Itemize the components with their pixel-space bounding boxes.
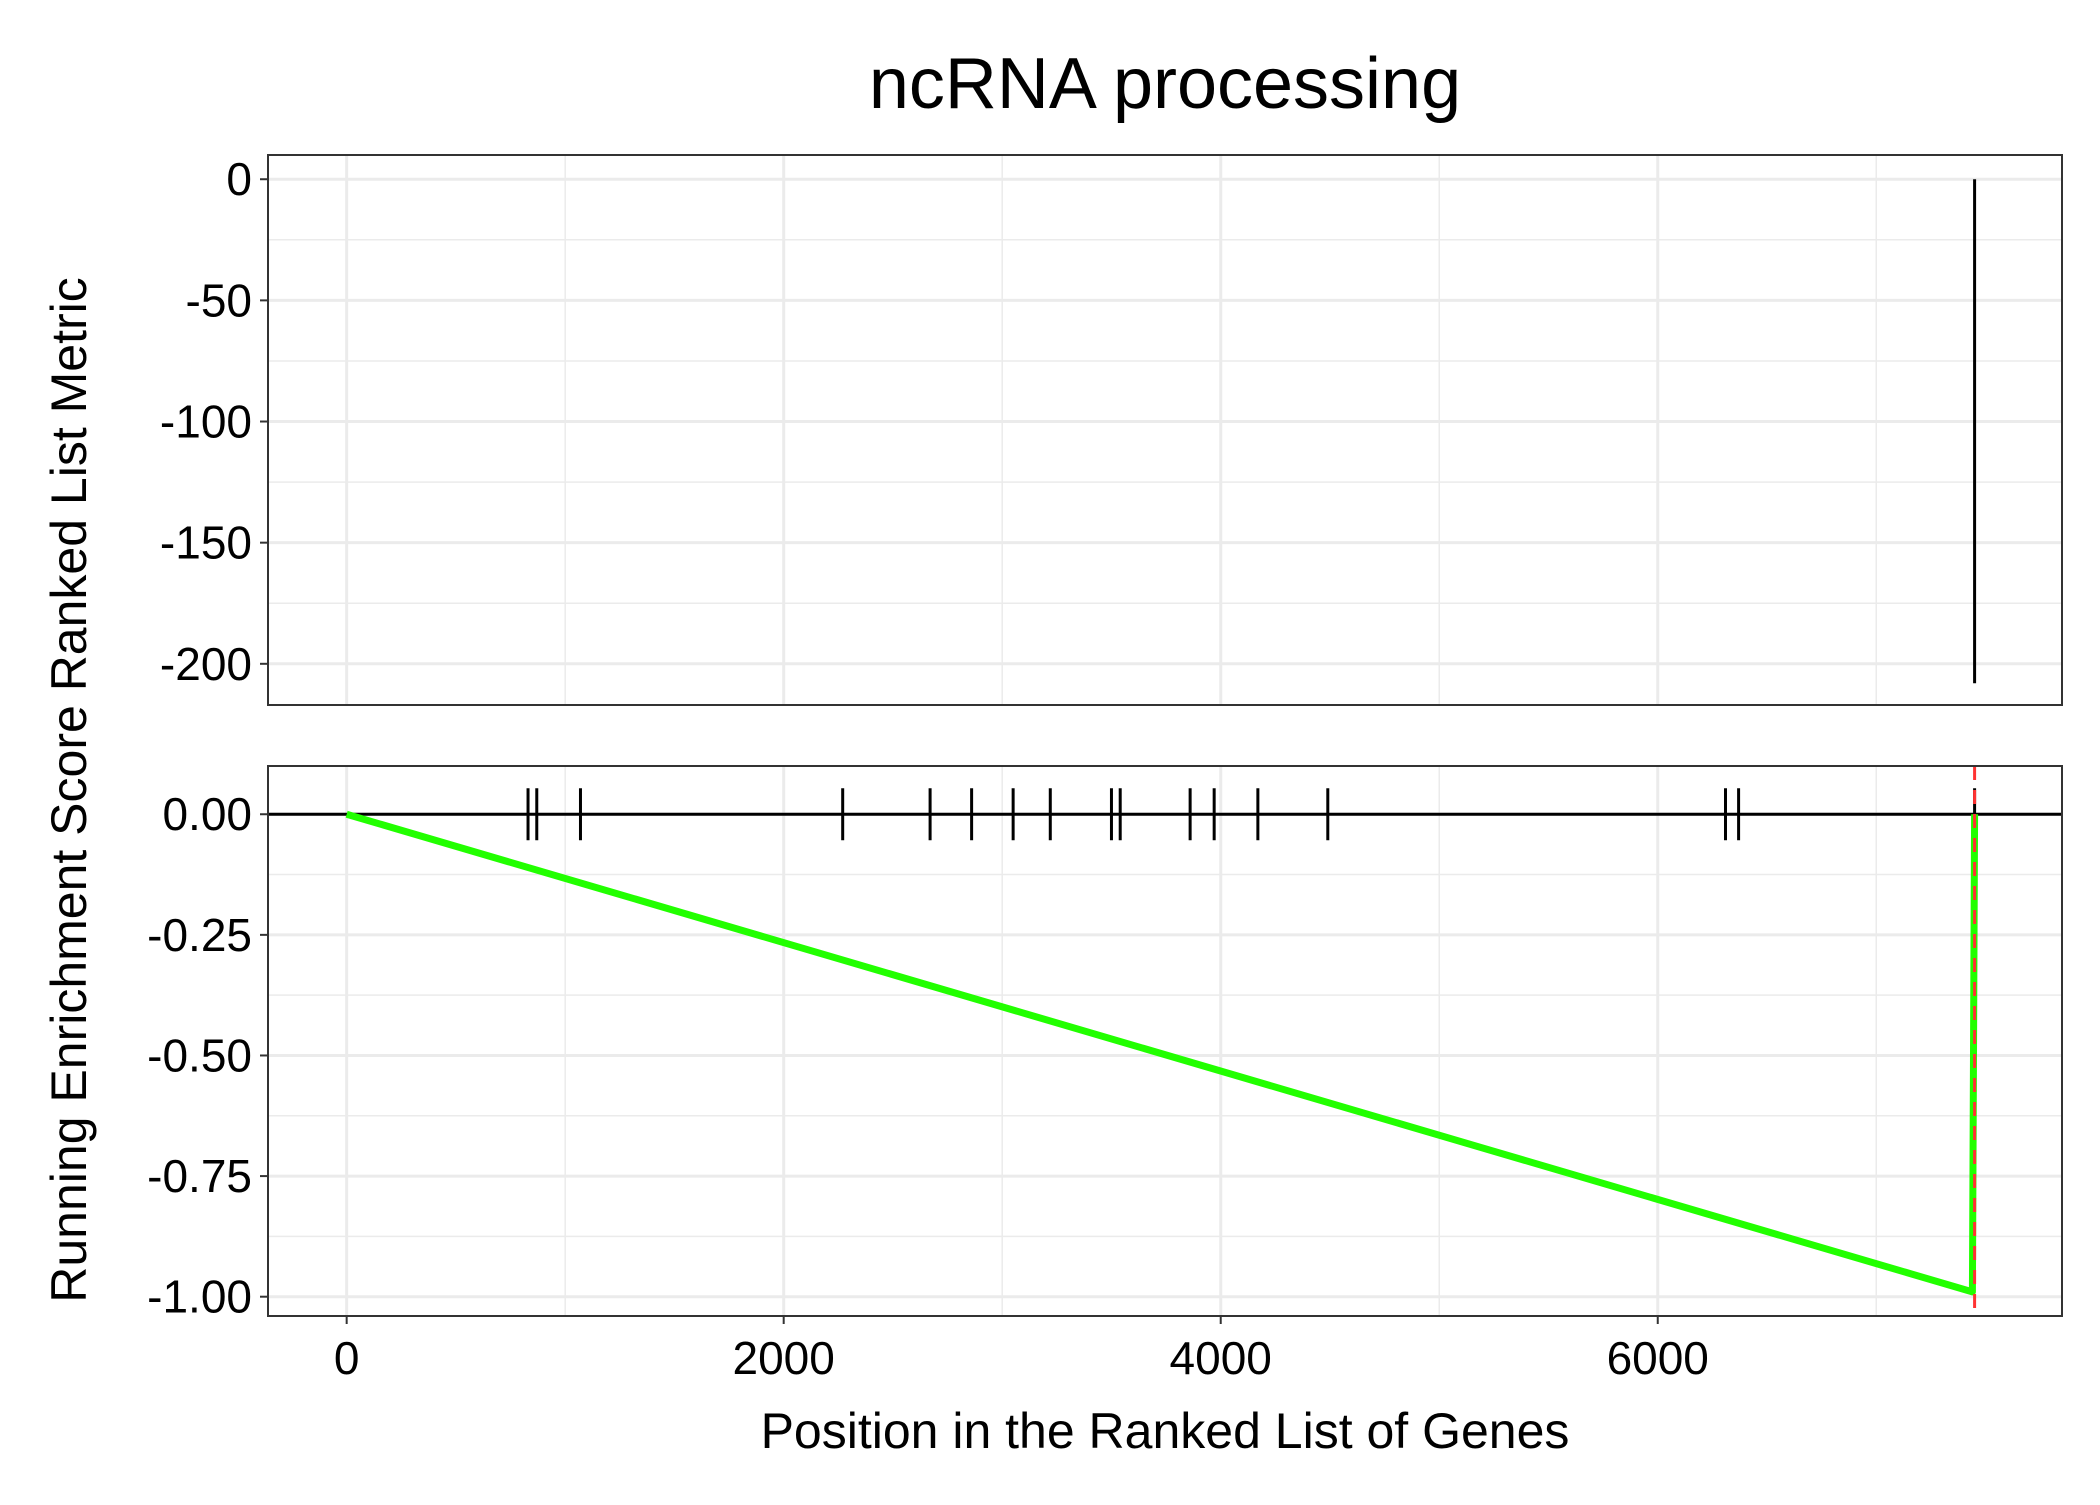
metric-panel: 0 -50 -100 -150 -200 bbox=[160, 153, 2063, 706]
enrichment-panel: 0.00 -0.25 -0.50 -0.75 -1.00 bbox=[147, 765, 2063, 1323]
enrichment-y-tick-label: -0.75 bbox=[147, 1150, 252, 1202]
x-axis-label: Position in the Ranked List of Genes bbox=[761, 1403, 1570, 1459]
metric-y-tick-label: -100 bbox=[160, 396, 252, 448]
x-axis: 0 2000 4000 6000 bbox=[334, 1316, 1709, 1384]
x-tick-label: 6000 bbox=[1607, 1332, 1709, 1384]
x-tick-label: 0 bbox=[334, 1332, 360, 1384]
enrichment-y-tick-label: -1.00 bbox=[147, 1271, 252, 1323]
y-axis-label: Running Enrichment Score Ranked List Met… bbox=[41, 277, 97, 1302]
x-tick-label: 2000 bbox=[733, 1332, 835, 1384]
chart-title: ncRNA processing bbox=[869, 44, 1461, 124]
metric-y-tick-label: -50 bbox=[186, 274, 252, 326]
enrichment-curve bbox=[345, 810, 1979, 1296]
metric-panel-border bbox=[267, 154, 2063, 706]
enrichment-y-tick-label: -0.50 bbox=[147, 1029, 252, 1081]
metric-y-tick-label: -200 bbox=[160, 638, 252, 690]
metric-y-tick-label: -150 bbox=[160, 517, 252, 569]
enrichment-panel-border bbox=[267, 765, 2063, 1317]
x-tick-label: 4000 bbox=[1170, 1332, 1272, 1384]
enrichment-y-tick-label: 0.00 bbox=[162, 788, 252, 840]
metric-y-tick-label: 0 bbox=[226, 153, 252, 205]
enrichment-y-tick-label: -0.25 bbox=[147, 909, 252, 961]
